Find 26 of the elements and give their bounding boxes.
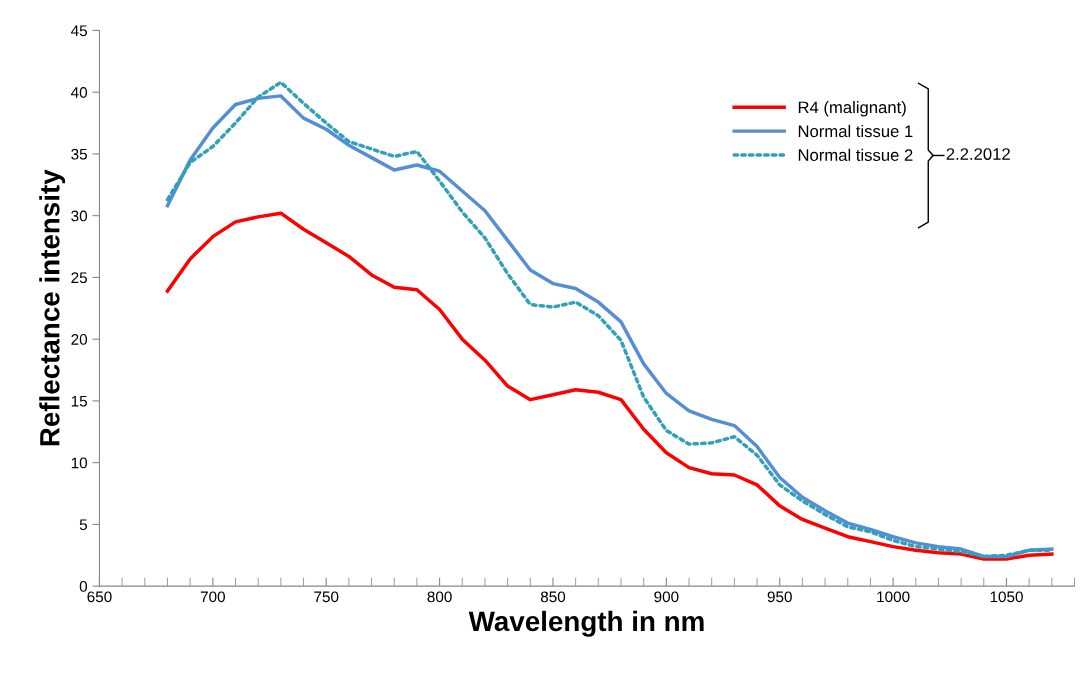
legend-label: Normal tissue 2	[798, 148, 913, 161]
legend-label: R4 (malignant)	[798, 101, 906, 117]
x-tick-label: 650	[87, 591, 112, 603]
x-tick-label: 700	[200, 591, 225, 603]
y-tick-label: 5	[79, 519, 88, 531]
x-axis-title: Wavelength in nm	[468, 610, 704, 637]
y-tick-label: 30	[71, 210, 88, 222]
line-series	[165, 211, 1054, 561]
annotation: 2.2.2012	[946, 148, 1010, 160]
y-tick-label: 15	[71, 395, 88, 407]
legend-label: Normal tissue 1	[798, 124, 913, 138]
y-tick-label: 40	[71, 87, 88, 98]
y-tick-label: 25	[71, 272, 88, 284]
y-tick-label: 0	[79, 580, 88, 592]
y-tick-label: 20	[71, 334, 88, 345]
y-tick-label: 35	[71, 148, 88, 160]
x-tick-label: 1050	[990, 591, 1023, 603]
y-tick-label: 10	[71, 457, 88, 469]
y-axis-title: Reflectance intensity	[39, 169, 66, 446]
x-tick-label: 850	[540, 591, 566, 603]
y-tick-label: 45	[71, 25, 88, 37]
x-tick-label: 800	[427, 591, 452, 603]
x-tick-label: 750	[314, 591, 339, 603]
x-tick-label: 950	[767, 591, 792, 603]
x-tick-label: 900	[654, 591, 679, 603]
x-tick-label: 1000	[877, 591, 910, 603]
